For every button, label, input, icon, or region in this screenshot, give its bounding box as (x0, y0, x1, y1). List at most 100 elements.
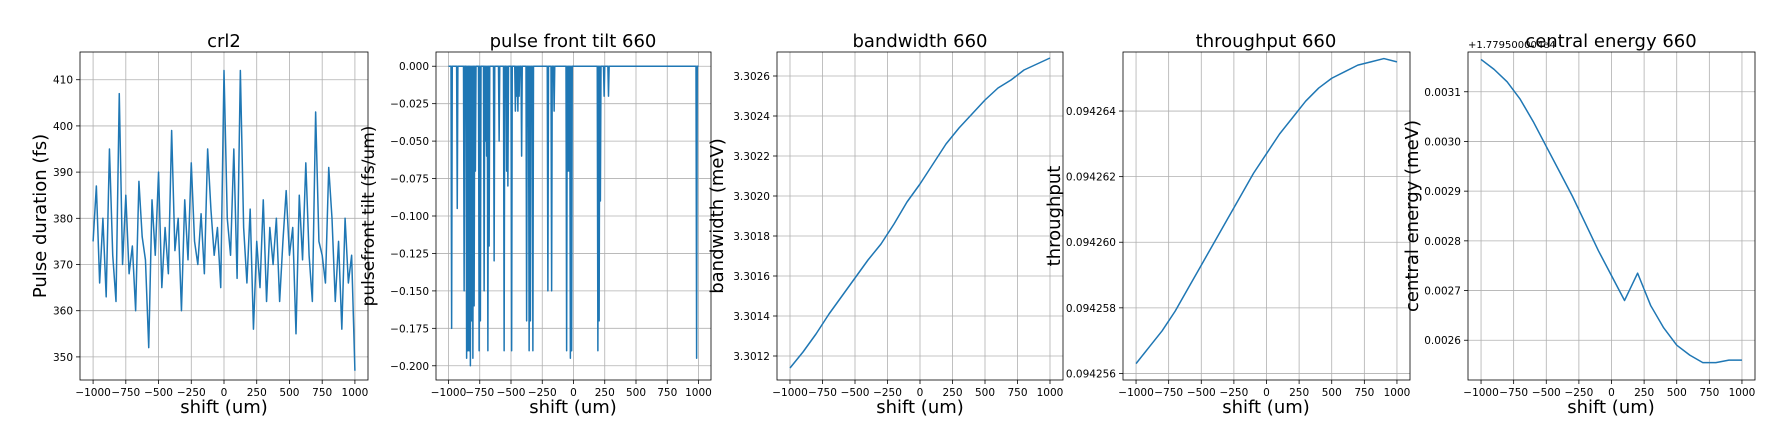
x-tick-label: 0 (917, 387, 924, 399)
y-tick-label: −0.025 (390, 99, 429, 111)
series-line (789, 57, 1051, 369)
x-tick-label: 500 (279, 387, 299, 399)
y-offset-text: +1.779500004e4 (1468, 40, 1556, 51)
x-tick-label: 0 (1608, 387, 1615, 399)
x-tick-label: −500 (497, 387, 526, 399)
chart-title: bandwidth 660 (853, 31, 988, 52)
x-tick-label: 750 (1354, 387, 1374, 399)
y-tick-label: 370 (53, 260, 73, 272)
x-tick-label: −250 (1564, 387, 1593, 399)
y-tick-label: −0.150 (390, 286, 429, 298)
y-tick-label: 3.3024 (733, 111, 770, 123)
y-tick-label: −0.200 (390, 361, 429, 373)
y-tick-label: 0.094258 (1066, 303, 1116, 315)
x-tick-label: 750 (1699, 387, 1719, 399)
y-tick-label: −0.100 (390, 211, 429, 223)
x-axis-label: shift (um) (1222, 397, 1310, 418)
x-tick-label: −750 (465, 387, 494, 399)
x-tick-label: −1000 (1118, 387, 1154, 399)
chart-title: throughput 660 (1196, 31, 1337, 52)
y-tick-label: 3.3026 (733, 71, 770, 83)
x-axis-label: shift (um) (1567, 397, 1655, 418)
panel-bandwidth: −1000 −750 −500 −250 0 250 500 750 1000 3.3012 3.3… (707, 31, 1064, 418)
y-axis-label: pulsefront tilt (fs/um) (359, 126, 379, 307)
x-tick-label: 1000 (685, 387, 712, 399)
x-tick-label: 750 (657, 387, 677, 399)
x-tick-label: −500 (841, 387, 870, 399)
y-tick-label: 0.0029 (1424, 186, 1461, 198)
panel-throughput: −1000 −750 −500 −250 0 250 500 750 1000 0.094256 0… (1044, 31, 1411, 418)
x-tick-label: −1000 (1463, 387, 1499, 399)
x-tick-label: 250 (1634, 387, 1654, 399)
y-tick-label: 0.0030 (1424, 136, 1461, 148)
x-tick-label: 0 (1263, 387, 1270, 399)
series-line (1135, 57, 1398, 365)
x-axis-label: shift (um) (180, 397, 268, 418)
x-tick-label: −1000 (75, 387, 111, 399)
chart-title: crl2 (207, 31, 241, 52)
y-tick-label: 410 (53, 75, 73, 87)
x-tick-label: 500 (1667, 387, 1687, 399)
x-tick-label: 750 (1007, 387, 1027, 399)
x-axis-label: shift (um) (529, 397, 617, 418)
panel-crl2: −1000 −750 −500 −250 0 250 500 750 1000 350 360 370… (30, 31, 369, 418)
x-tick-label: −1000 (431, 387, 467, 399)
y-tick-label: 0.094262 (1066, 172, 1116, 184)
x-tick-label: 250 (247, 387, 267, 399)
x-tick-label: 750 (312, 387, 332, 399)
y-tick-label: 400 (53, 121, 73, 133)
x-tick-label: −250 (873, 387, 902, 399)
y-tick-label: −0.075 (390, 174, 429, 186)
y-tick-label: 0.0026 (1424, 335, 1461, 347)
y-tick-label: 380 (53, 213, 73, 225)
y-tick-label: 3.3018 (733, 231, 770, 243)
y-axis-label: throughput (1044, 166, 1065, 267)
y-tick-label: 0.094264 (1066, 106, 1116, 118)
y-tick-label: 390 (53, 167, 73, 179)
y-tick-label: 350 (53, 352, 73, 364)
y-tick-label: 0.0028 (1424, 236, 1461, 248)
series-line (448, 65, 699, 367)
y-tick-label: 3.3022 (733, 151, 770, 163)
y-axis-label: central energy (meV) (1402, 120, 1423, 312)
y-tick-label: 0.094260 (1066, 237, 1116, 249)
x-tick-label: 250 (1289, 387, 1309, 399)
x-tick-label: 0 (570, 387, 577, 399)
panel-pulse-front-tilt: −1000 −750 −500 −250 0 250 500 750 1000 0.000 −0.0… (359, 31, 712, 418)
x-tick-label: 500 (626, 387, 646, 399)
x-tick-label: 1000 (342, 387, 369, 399)
y-tick-label: 3.3012 (733, 351, 770, 363)
x-tick-label: −250 (1219, 387, 1248, 399)
x-tick-label: 500 (1322, 387, 1342, 399)
y-tick-label: −0.050 (390, 136, 429, 148)
y-tick-label: 3.3014 (733, 311, 770, 323)
x-tick-label: −750 (1154, 387, 1183, 399)
y-axis-label: Pulse duration (fs) (30, 134, 51, 298)
panel-central-energy: −1000 −750 −500 −250 0 250 500 750 1000 0.0026 0.0… (1402, 31, 1756, 418)
y-tick-label: 3.3016 (733, 271, 770, 283)
x-tick-label: −500 (1532, 387, 1561, 399)
x-tick-label: −750 (808, 387, 837, 399)
y-tick-label: 0.0031 (1424, 87, 1461, 99)
y-tick-label: −0.125 (390, 248, 429, 260)
x-tick-label: 500 (975, 387, 995, 399)
x-axis-label: shift (um) (876, 397, 964, 418)
y-axis-label: bandwidth (meV) (707, 138, 728, 294)
x-tick-label: 1000 (1384, 387, 1411, 399)
chart-title: central energy 660 (1525, 31, 1696, 52)
y-tick-label: 0.000 (399, 61, 429, 73)
y-tick-label: 0.0027 (1424, 286, 1461, 298)
y-tick-label: 0.094256 (1066, 368, 1116, 380)
x-tick-label: −250 (528, 387, 557, 399)
series-line (92, 69, 356, 371)
y-tick-label: 3.3020 (733, 191, 770, 203)
y-tick-label: 360 (53, 306, 73, 318)
x-tick-label: 1000 (1729, 387, 1756, 399)
x-tick-label: 250 (595, 387, 615, 399)
x-tick-label: 250 (942, 387, 962, 399)
x-tick-label: −1000 (772, 387, 808, 399)
x-tick-label: −250 (177, 387, 206, 399)
x-tick-label: 1000 (1037, 387, 1064, 399)
chart-title: pulse front tilt 660 (490, 31, 657, 52)
